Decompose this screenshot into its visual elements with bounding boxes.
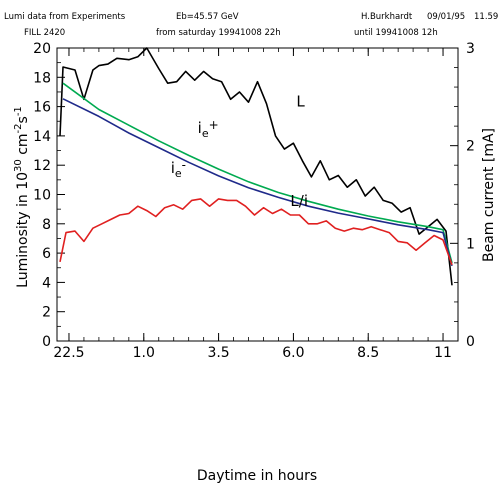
plot-frame [56, 47, 459, 342]
x-tick-label: 6.0 [282, 345, 304, 361]
y-right-tick-label: 3 [466, 41, 475, 57]
series-line-l-i-3 [59, 198, 453, 266]
series-line-l-0 [59, 47, 453, 286]
y-left-tick-label: 4 [42, 275, 51, 291]
annotations-layer: Lie+ ie- L/i [171, 93, 308, 211]
x-tick-label: 8.5 [357, 345, 379, 361]
header-until-date: until 19941008 12h [354, 28, 438, 38]
y-left-tick-label: 10 [33, 188, 51, 204]
y-left-tick-label: 8 [42, 217, 51, 233]
header-fill-number: FILL 2420 [24, 28, 65, 38]
x-tick-label: 1.0 [133, 345, 155, 361]
header-from-date: from saturday 19941008 22h [156, 28, 281, 38]
x-tick-label: 22.5 [53, 345, 84, 361]
y-right-tick-label: 0 [466, 334, 475, 350]
y-axis-right: 0 1 2 3 [450, 41, 475, 350]
series-line-i-1 [62, 82, 453, 264]
y-left-tick-label: 6 [42, 246, 51, 262]
y-axis-right-label: Beam current [mA] [481, 128, 497, 262]
header-beam-energy: Eb=45.57 GeV [176, 12, 239, 22]
x-tick-label: 3.5 [207, 345, 229, 361]
y-right-tick-label: 2 [466, 139, 475, 155]
series-annotation-0: L [296, 93, 305, 111]
series-annotation-1: ie+ [198, 118, 219, 140]
header-time: 11.59 [474, 12, 498, 22]
header-author: H.Burkhardt [361, 12, 413, 22]
x-axis: 22.5 1.0 3.5 6.0 8.5 11 [53, 48, 452, 361]
x-tick-label: 11 [434, 345, 452, 361]
y-axis-left-label: Luminosity in 1030 cm-2s-1 [13, 106, 31, 288]
y-left-tick-label: 12 [33, 158, 51, 174]
header-title: Lumi data from Experiments [4, 12, 126, 22]
y-right-tick-label: 1 [466, 236, 475, 252]
y-left-tick-label: 16 [33, 100, 51, 116]
y-left-tick-label: 0 [42, 334, 51, 350]
y-left-tick-label: 20 [33, 41, 51, 57]
header-date: 09/01/95 [427, 12, 465, 22]
series-layer [59, 47, 453, 286]
x-axis-label: Daytime in hours [197, 468, 317, 484]
y-left-tick-label: 18 [33, 70, 51, 86]
y-left-tick-label: 2 [42, 305, 51, 321]
y-left-tick-label: 14 [33, 129, 51, 145]
series-line-i-2 [62, 98, 453, 267]
y-axis-left: 0 2 4 6 8 10 12 14 16 18 20 [33, 41, 65, 350]
series-annotation-2: ie- [171, 158, 186, 180]
series-annotation-3: L/i [290, 192, 308, 210]
